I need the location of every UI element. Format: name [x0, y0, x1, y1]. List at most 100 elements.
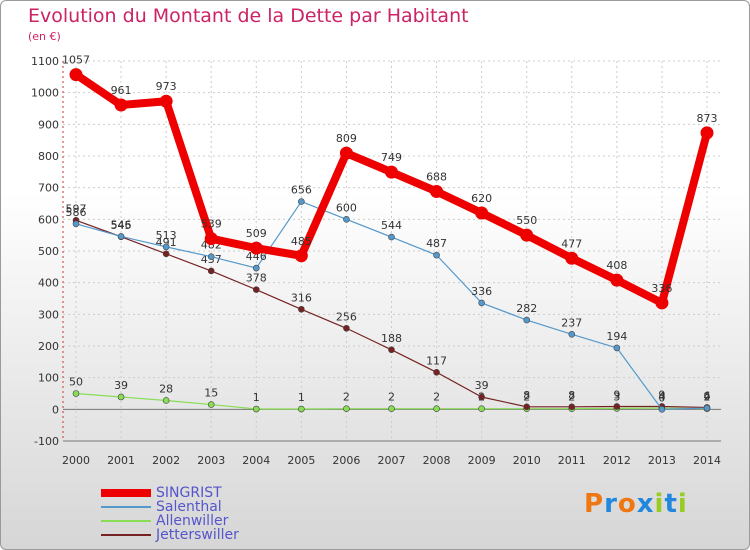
data-label: 2: [704, 391, 711, 404]
data-point: [114, 98, 128, 112]
data-label: 194: [606, 330, 627, 343]
data-label: 597: [66, 202, 87, 215]
data-point: [72, 220, 80, 228]
data-label: 408: [606, 259, 627, 272]
data-label: 485: [291, 235, 312, 248]
data-point: [385, 165, 398, 179]
data-label: 39: [475, 379, 489, 392]
data-label: 2: [433, 391, 440, 404]
data-label: 546: [111, 218, 132, 231]
data-label: 550: [516, 214, 537, 227]
data-label: 600: [336, 201, 357, 214]
y-tick-label: 300: [38, 308, 59, 321]
data-point: [207, 253, 215, 260]
data-point: [72, 390, 80, 397]
data-point: [159, 94, 173, 108]
y-tick-label: 100: [38, 372, 59, 385]
data-point: [568, 330, 576, 338]
data-label: 544: [381, 219, 402, 232]
legend-label: Salenthal: [156, 499, 222, 515]
proxiti-logo: Proxiti: [584, 489, 688, 519]
y-tick-label: 500: [38, 245, 59, 258]
data-label: 2: [388, 391, 395, 404]
y-tick-label: 400: [38, 277, 59, 290]
data-label: 2: [343, 391, 350, 404]
data-label: 15: [204, 387, 218, 400]
data-label: 8: [523, 389, 530, 402]
x-tick-label: 2013: [648, 454, 676, 467]
data-label: 117: [426, 354, 447, 367]
data-label: 477: [561, 237, 582, 250]
chart-subtitle: (en €): [28, 30, 61, 43]
data-point: [343, 405, 350, 413]
y-tick-label: -100: [34, 435, 59, 448]
data-label: 237: [561, 316, 582, 329]
data-label: 2: [523, 391, 530, 404]
data-point: [433, 405, 440, 413]
data-point: [475, 206, 489, 220]
data-point: [568, 403, 576, 411]
x-tick-label: 2007: [378, 454, 406, 467]
data-point: [162, 397, 170, 404]
x-tick-label: 2000: [62, 454, 90, 467]
data-label: 28: [159, 382, 173, 395]
data-point: [117, 233, 125, 240]
chart-title: Evolution du Montant de la Dette par Hab…: [28, 5, 469, 27]
logo-letter: o: [617, 489, 637, 519]
data-point: [388, 346, 395, 354]
data-label: 620: [471, 192, 492, 205]
data-label: 4: [658, 390, 665, 403]
data-label: 316: [291, 291, 312, 304]
data-label: 961: [111, 84, 132, 97]
y-tick-label: 1000: [31, 87, 59, 100]
data-point: [249, 241, 263, 255]
data-label: 513: [156, 229, 177, 242]
data-point: [523, 316, 531, 324]
data-point: [565, 251, 579, 265]
data-point: [700, 126, 714, 140]
y-tick-label: 200: [38, 340, 59, 353]
data-point: [658, 406, 666, 413]
data-point: [204, 232, 218, 246]
logo-letter: r: [604, 489, 618, 519]
data-label: 545: [111, 219, 132, 232]
data-label: 336: [471, 285, 492, 298]
x-tick-label: 2002: [152, 454, 180, 467]
data-label: 539: [201, 218, 222, 231]
logo-letter: t: [664, 489, 678, 519]
x-tick-label: 2003: [197, 454, 225, 467]
data-point: [252, 405, 260, 413]
legend-label: Jetterswiller: [156, 527, 239, 543]
data-point: [523, 403, 531, 411]
x-tick-label: 2006: [332, 454, 360, 467]
data-point: [478, 405, 485, 413]
data-point: [294, 249, 308, 263]
data-label: 6: [704, 389, 711, 402]
data-label: 378: [246, 272, 267, 285]
data-label: 487: [426, 237, 447, 250]
data-point: [433, 368, 440, 376]
data-point: [117, 393, 125, 401]
data-point: [298, 198, 305, 205]
data-point: [478, 393, 485, 401]
x-tick-label: 2012: [603, 454, 631, 467]
legend-swatch: [101, 520, 151, 522]
x-tick-label: 2001: [107, 454, 135, 467]
x-tick-label: 2008: [423, 454, 451, 467]
y-tick-label: 700: [38, 182, 59, 195]
data-point: [162, 250, 170, 258]
logo-letter: i: [654, 489, 665, 519]
data-label: 809: [336, 132, 357, 145]
data-label: 336: [651, 282, 672, 295]
data-label: 656: [291, 184, 312, 197]
data-label: 586: [66, 206, 87, 219]
data-point: [478, 299, 485, 307]
data-point: [610, 273, 624, 287]
data-point: [703, 404, 711, 412]
x-tick-label: 2011: [558, 454, 586, 467]
data-label: 282: [516, 302, 537, 315]
x-tick-label: 2009: [468, 454, 496, 467]
data-label: 688: [426, 170, 447, 183]
